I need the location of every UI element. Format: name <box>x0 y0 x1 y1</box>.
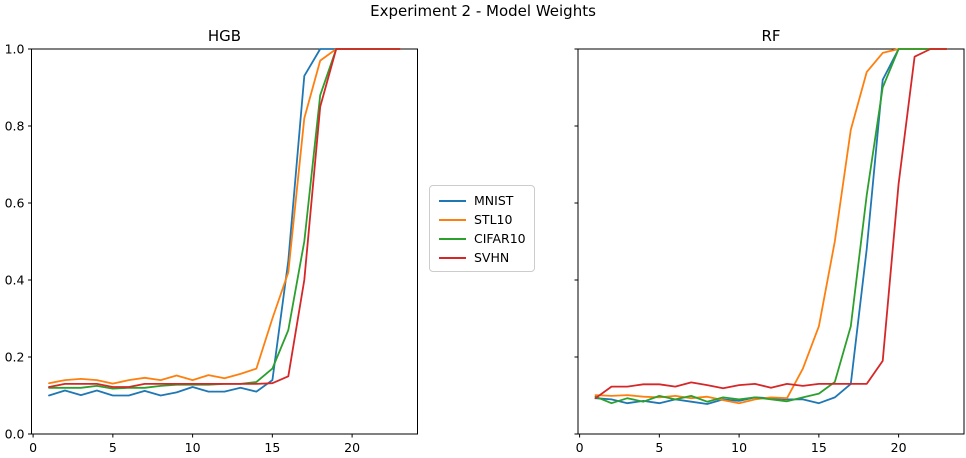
legend-item-mnist: MNIST <box>439 192 526 210</box>
x-tick-label: 5 <box>109 440 117 455</box>
legend-line-swatch <box>439 257 466 259</box>
plot-frame <box>31 48 418 435</box>
line-cifar10 <box>594 48 948 405</box>
legend-item-label: CIFAR10 <box>474 230 526 246</box>
y-tick-label: 0.2 <box>5 350 25 365</box>
x-tick-label: 0 <box>29 440 37 455</box>
legend-line-swatch <box>439 219 466 221</box>
y-tick-label: 0.6 <box>5 196 25 211</box>
axes-title-hgb: HGB <box>208 27 241 45</box>
legend-line-swatch <box>439 238 466 240</box>
legend-item-label: STL10 <box>474 211 513 227</box>
plot-frame <box>577 48 965 435</box>
legend-line-swatch <box>439 200 466 202</box>
y-tick-label: 0.0 <box>5 427 25 442</box>
x-tick-label: 5 <box>655 440 663 455</box>
y-tick-label: 0.8 <box>5 119 25 134</box>
line-svhn <box>48 48 401 388</box>
line-mnist <box>48 48 401 397</box>
legend-item-stl10: STL10 <box>439 211 526 229</box>
x-tick-label: 0 <box>576 440 584 455</box>
legend-item-label: SVHN <box>474 249 510 265</box>
x-tick-label: 15 <box>264 440 280 455</box>
legend-item-label: MNIST <box>474 192 514 208</box>
y-tick-label: 1.0 <box>5 42 25 57</box>
y-tick-label: 0.4 <box>5 273 25 288</box>
figure-suptitle: Experiment 2 - Model Weights <box>370 2 596 20</box>
x-tick-label: 10 <box>731 440 747 455</box>
x-tick-label: 10 <box>185 440 201 455</box>
line-svhn <box>594 48 948 400</box>
line-mnist <box>594 48 948 405</box>
legend-item-svhn: SVHN <box>439 249 526 267</box>
legend-item-cifar10: CIFAR10 <box>439 230 526 248</box>
x-tick-label: 20 <box>891 440 907 455</box>
x-tick-label: 15 <box>811 440 827 455</box>
line-cifar10 <box>48 48 401 390</box>
line-stl10 <box>48 48 401 385</box>
axes-hgb: 0.0 0.2 0.4 0.6 0.8 1.0 0 5 10 15 20 HGB <box>5 27 418 455</box>
axes-title-rf: RF <box>761 27 780 45</box>
axes-rf: 0 5 10 15 20 RF <box>574 27 965 455</box>
legend-box: MNIST STL10 CIFAR10 SVHN <box>429 185 535 272</box>
x-tick-label: 20 <box>344 440 360 455</box>
line-stl10 <box>594 48 948 405</box>
